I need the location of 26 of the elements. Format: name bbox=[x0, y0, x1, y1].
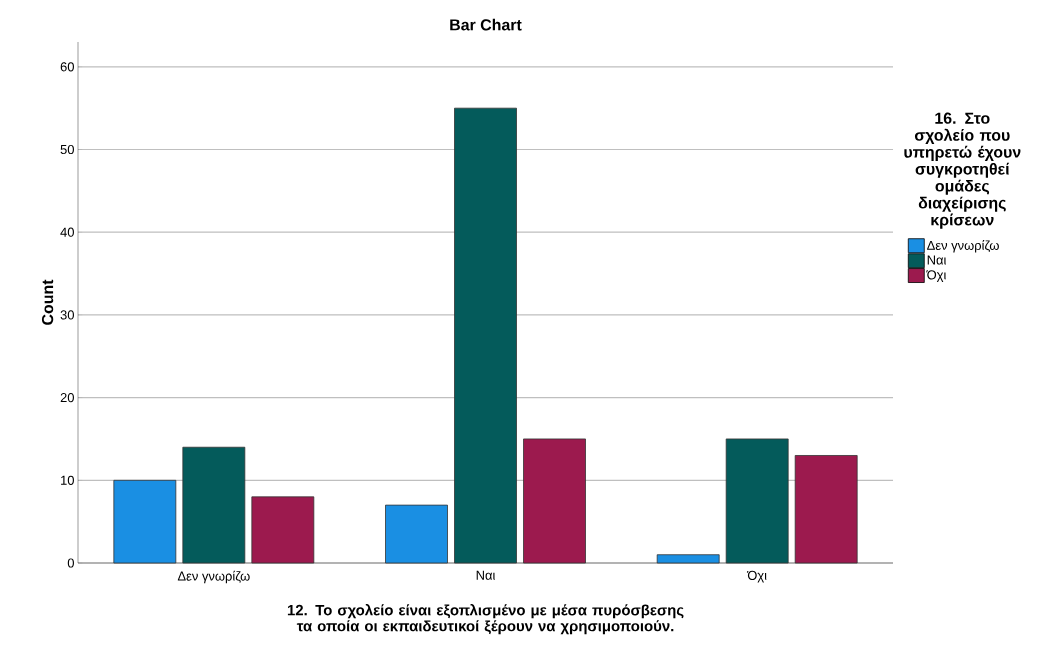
y-tick-label: 10 bbox=[61, 475, 74, 485]
y-tick-label: 20 bbox=[60, 393, 74, 403]
bar bbox=[454, 107, 517, 564]
x-tick-label: Όχι bbox=[746, 570, 767, 583]
legend-label: Όχι bbox=[926, 270, 947, 282]
bar bbox=[182, 446, 246, 564]
y-tick-label: 60 bbox=[60, 62, 74, 72]
legend-title: 16. Στο σχολείο που υπηρετώ έχουν συγκροτηθεί ομάδες διαχείρισης κρίσεων bbox=[904, 112, 1021, 229]
y-tick-label: 30 bbox=[60, 310, 74, 320]
legend-label: Ναι bbox=[927, 255, 947, 265]
x-tick-label: Δεν γνωρίζω bbox=[177, 570, 250, 584]
bar bbox=[113, 479, 177, 564]
bar bbox=[385, 504, 448, 564]
x-axis-title: 12. Το σχολείο είναι εξοπλισμένο με μέσα πυρόσβεσης τα οποία οι εκπαιδευτικοί ξέρουν να χρησιμοποιούν. bbox=[287, 604, 684, 635]
bar bbox=[725, 438, 789, 564]
y-tick-label: 0 bbox=[67, 558, 74, 568]
y-tick-label: 50 bbox=[60, 144, 74, 155]
x-tick-label: Ναι bbox=[476, 570, 495, 580]
bar bbox=[523, 438, 586, 564]
y-tick-label: 40 bbox=[60, 227, 74, 237]
y-axis-title: Count bbox=[41, 279, 54, 325]
bar bbox=[794, 455, 858, 564]
bar bbox=[656, 554, 720, 564]
legend-label: Δεν γνωρίζω bbox=[927, 240, 999, 253]
bar bbox=[251, 496, 315, 564]
chart-title: Bar Chart bbox=[450, 18, 522, 31]
